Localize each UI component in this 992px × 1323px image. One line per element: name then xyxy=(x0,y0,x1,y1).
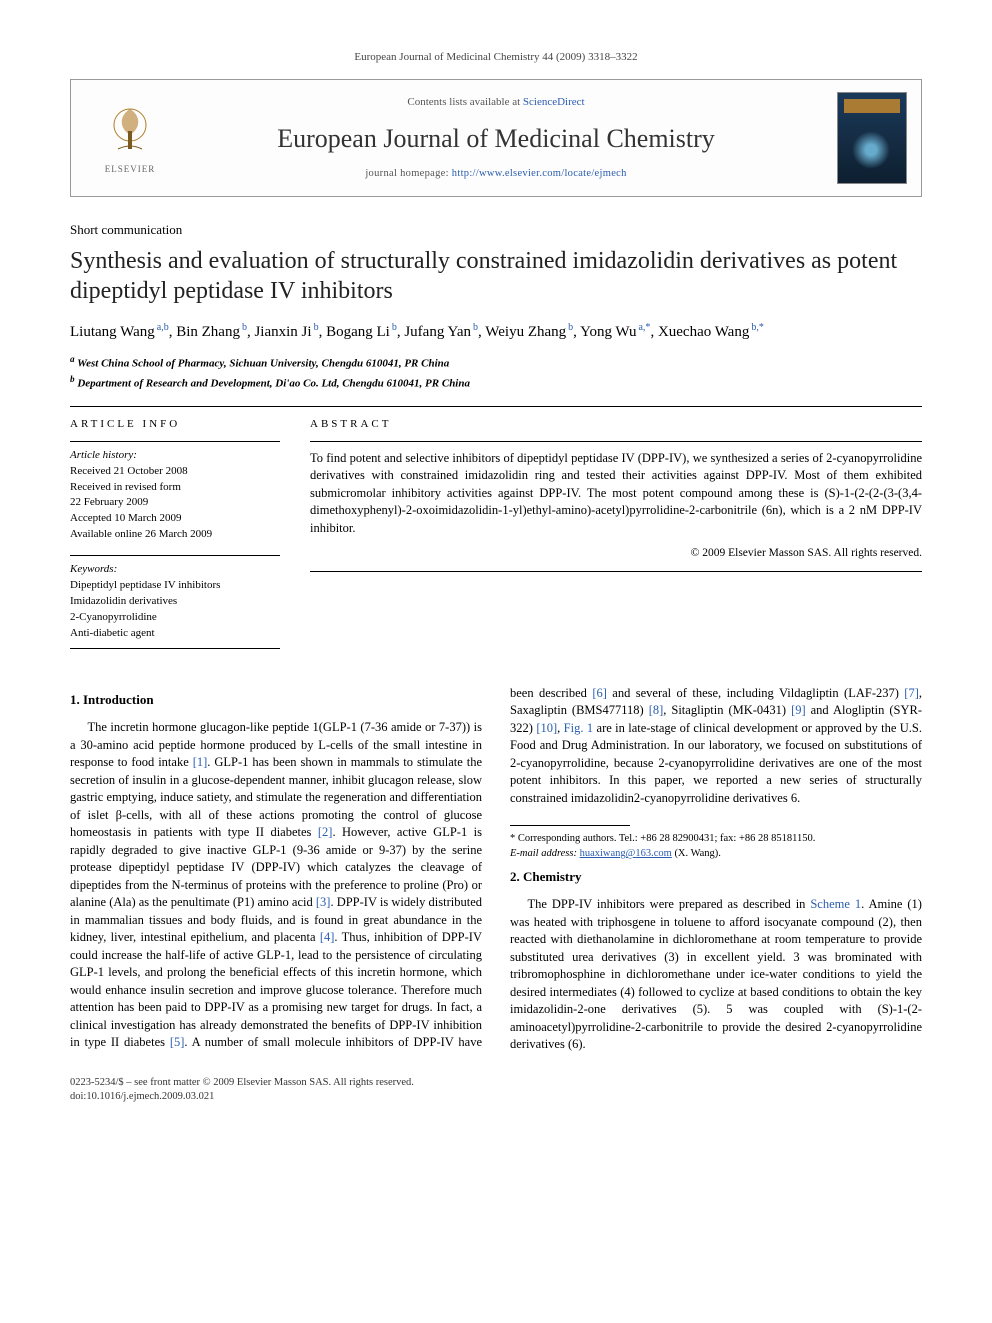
author: Bin Zhang b xyxy=(176,324,247,340)
footnote-rule xyxy=(510,825,630,826)
article-type: Short communication xyxy=(70,221,922,239)
contents-pre: Contents lists available at xyxy=(407,96,522,108)
journal-cover-thumb xyxy=(837,92,907,184)
author: Xuechao Wang b,* xyxy=(658,324,764,340)
section-heading-intro: 1. Introduction xyxy=(70,691,482,709)
journal-masthead: ELSEVIER Contents lists available at Sci… xyxy=(70,79,922,197)
author: Yong Wu a,* xyxy=(580,324,650,340)
body-two-columns: 1. Introduction The incretin hormone glu… xyxy=(70,685,922,1054)
abstract-heading: ABSTRACT xyxy=(310,417,922,432)
author: Bogang Li b xyxy=(326,324,397,340)
chemistry-paragraph: The DPP-IV inhibitors were prepared as d… xyxy=(510,896,922,1054)
section-rule xyxy=(70,406,922,407)
history-line: Received in revised form xyxy=(70,480,280,496)
keyword: Dipeptidyl peptidase IV inhibitors xyxy=(70,578,280,594)
journal-name: European Journal of Medicinal Chemistry xyxy=(175,121,817,157)
contents-available-line: Contents lists available at ScienceDirec… xyxy=(175,95,817,110)
history-line: Accepted 10 March 2009 xyxy=(70,511,280,527)
author: Jufang Yan b xyxy=(404,324,478,340)
history-line: Available online 26 March 2009 xyxy=(70,527,280,543)
history-line: Received 21 October 2008 xyxy=(70,464,280,480)
article-title: Synthesis and evaluation of structurally… xyxy=(70,246,922,306)
journal-homepage-link[interactable]: http://www.elsevier.com/locate/ejmech xyxy=(452,168,627,179)
keyword: 2-Cyanopyrrolidine xyxy=(70,610,280,626)
elsevier-tree-icon xyxy=(100,101,160,161)
elsevier-logo: ELSEVIER xyxy=(85,101,175,176)
history-subhead: Article history: xyxy=(70,448,280,464)
author: Jianxin Ji b xyxy=(254,324,318,340)
keyword: Imidazolidin derivatives xyxy=(70,594,280,610)
author: Liutang Wang a,b xyxy=(70,324,169,340)
abstract-text: To find potent and selective inhibitors … xyxy=(310,450,922,538)
section-heading-chemistry: 2. Chemistry xyxy=(510,868,922,886)
author: Weiyu Zhang b xyxy=(485,324,573,340)
author-list: Liutang Wang a,b, Bin Zhang b, Jianxin J… xyxy=(70,320,922,344)
abstract-copyright: © 2009 Elsevier Masson SAS. All rights r… xyxy=(310,545,922,561)
article-info-block: ARTICLE INFO Article history: Received 2… xyxy=(70,417,280,655)
email-owner: (X. Wang). xyxy=(674,848,721,859)
abstract-block: ABSTRACT To find potent and selective in… xyxy=(310,417,922,655)
sciencedirect-link[interactable]: ScienceDirect xyxy=(523,96,585,108)
homepage-pre: journal homepage: xyxy=(365,168,451,179)
article-info-heading: ARTICLE INFO xyxy=(70,417,280,432)
corresponding-footnote: * Corresponding authors. Tel.: +86 28 82… xyxy=(510,832,922,861)
front-matter-footer: 0223-5234/$ – see front matter © 2009 El… xyxy=(70,1076,922,1105)
corr-line: * Corresponding authors. Tel.: +86 28 82… xyxy=(510,832,922,847)
corr-email-link[interactable]: huaxiwang@163.com xyxy=(580,848,672,859)
email-label: E-mail address: xyxy=(510,848,577,859)
affiliations: a West China School of Pharmacy, Sichuan… xyxy=(70,353,922,392)
keywords-subhead: Keywords: xyxy=(70,562,280,578)
elsevier-logo-text: ELSEVIER xyxy=(105,163,156,176)
history-line: 22 February 2009 xyxy=(70,495,280,511)
running-head: European Journal of Medicinal Chemistry … xyxy=(70,50,922,65)
issn-line: 0223-5234/$ – see front matter © 2009 El… xyxy=(70,1076,922,1091)
affiliation-b: b Department of Research and Development… xyxy=(70,373,922,393)
affiliation-a: a West China School of Pharmacy, Sichuan… xyxy=(70,353,922,373)
doi-line: doi:10.1016/j.ejmech.2009.03.021 xyxy=(70,1090,922,1105)
journal-homepage-line: journal homepage: http://www.elsevier.co… xyxy=(175,167,817,182)
keyword: Anti-diabetic agent xyxy=(70,626,280,642)
